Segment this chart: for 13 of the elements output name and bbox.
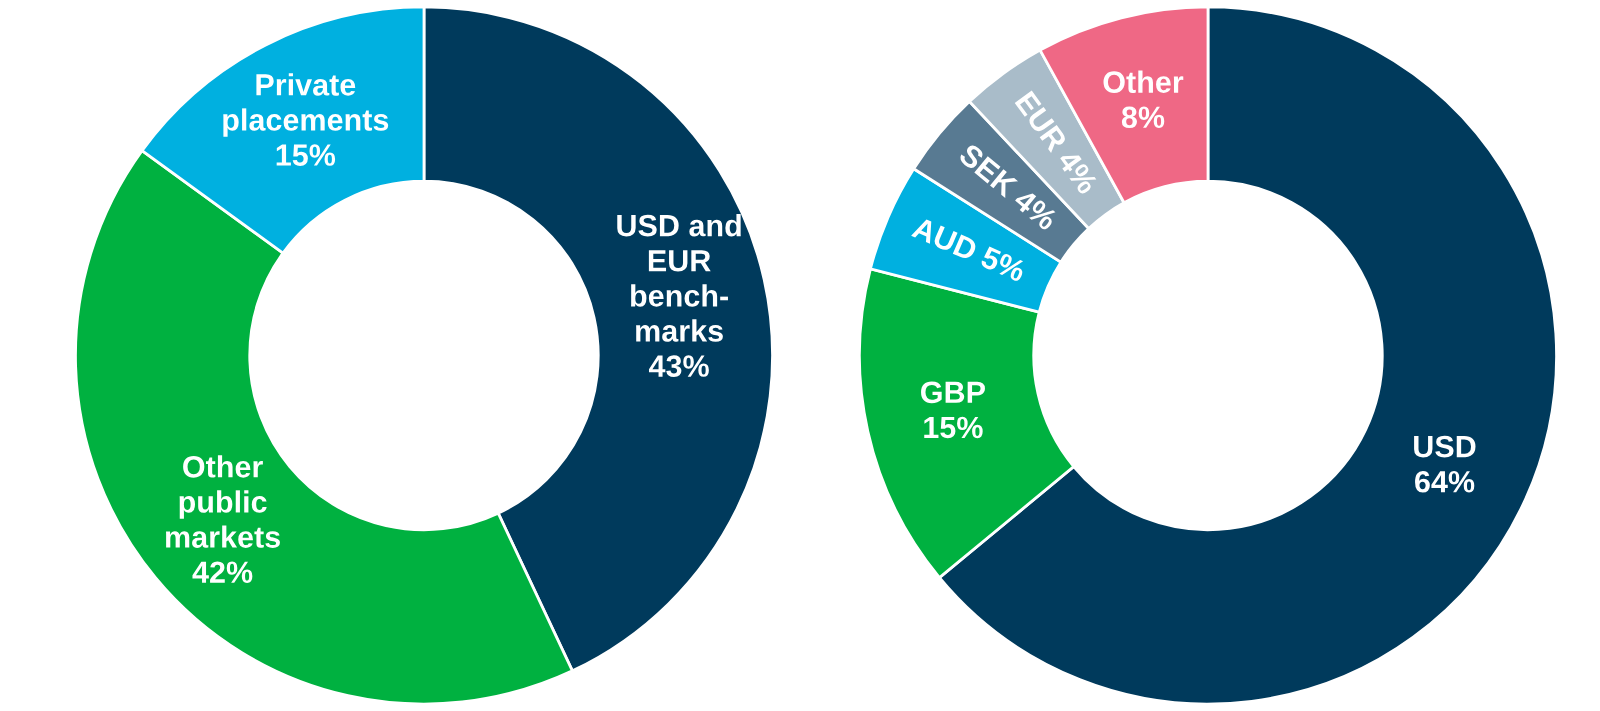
data-label: 43% <box>648 355 709 377</box>
slice-label: Other public markets <box>166 455 280 548</box>
slice-label: AUD 5% <box>911 216 1028 283</box>
data-label: 15% <box>276 144 336 166</box>
slice-label: Other <box>1103 70 1184 93</box>
data-label: 42% <box>192 561 253 583</box>
slice-label: GBP <box>921 381 985 404</box>
slice-label: Private placements <box>223 73 389 137</box>
data-label: 64% <box>1415 470 1475 493</box>
slice-label: USD <box>1414 435 1476 458</box>
data-label: 8% <box>1121 106 1165 129</box>
data-label: 15% <box>924 416 983 439</box>
slice-label: USD and EUR bench- marks <box>617 213 741 342</box>
